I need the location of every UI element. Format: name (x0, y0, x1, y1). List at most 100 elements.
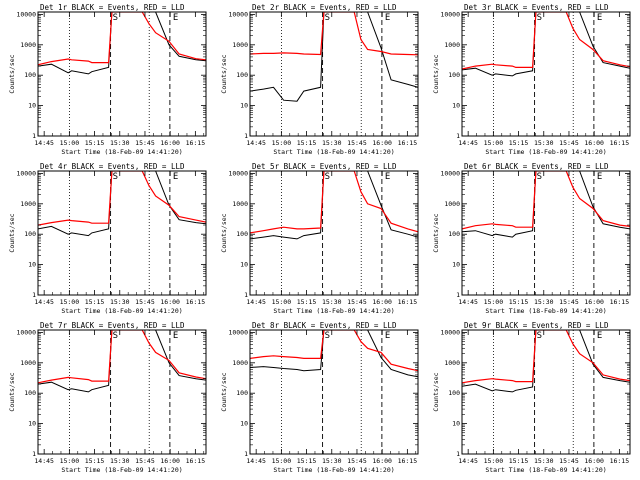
end-marker-label: E (173, 331, 178, 341)
y-tick-label: 1 (456, 450, 460, 458)
x-tick-label: 15:30 (110, 298, 130, 306)
series-line-lld (462, 12, 630, 70)
x-tick-label: 15:00 (272, 457, 292, 465)
y-tick-label: 10000 (228, 328, 248, 336)
x-axis-label: Start Time (18-Feb-09 14:41:20) (273, 307, 394, 315)
start-marker-label: S (325, 331, 330, 341)
panel-title: Det 1r BLACK = Events, RED = LLD (40, 3, 185, 12)
x-tick-label: 16:00 (372, 457, 392, 465)
x-tick-label: 15:15 (509, 457, 529, 465)
start-marker-label: S (325, 172, 330, 182)
x-tick-label: 15:45 (135, 298, 155, 306)
y-tick-label: 100 (448, 389, 460, 397)
y-tick-label: 10000 (440, 10, 460, 18)
x-tick-label: 16:00 (160, 139, 180, 147)
y-tick-label: 10 (28, 420, 36, 428)
y-tick-label: 1 (244, 132, 248, 140)
y-tick-label: 10 (240, 261, 248, 269)
y-tick-label: 1000 (444, 41, 460, 49)
plot-frame (249, 11, 419, 137)
x-tick-label: 15:00 (60, 139, 80, 147)
start-marker-label: S (113, 172, 118, 182)
x-tick-label: 15:30 (322, 139, 342, 147)
x-tick-label: 16:00 (584, 139, 604, 147)
x-tick-label: 16:15 (186, 457, 206, 465)
y-tick-label: 10 (452, 420, 460, 428)
panel-title: Det 9r BLACK = Events, RED = LLD (464, 321, 609, 330)
x-axis-label: Start Time (18-Feb-09 14:41:20) (61, 148, 182, 156)
x-tick-label: 14:45 (34, 139, 54, 147)
x-tick-label: 14:45 (246, 298, 266, 306)
y-tick-label: 1000 (444, 200, 460, 208)
x-tick-label: 15:30 (534, 298, 554, 306)
x-tick-label: 15:30 (534, 457, 554, 465)
end-marker-label: E (385, 172, 390, 182)
x-tick-label: 15:30 (110, 139, 130, 147)
x-tick-label: 15:45 (559, 298, 579, 306)
y-tick-label: 1000 (444, 359, 460, 367)
series-line-lld (38, 330, 206, 384)
panel-title: Det 2r BLACK = Events, RED = LLD (252, 3, 397, 12)
x-tick-label: 15:45 (135, 457, 155, 465)
x-tick-label: 15:15 (509, 139, 529, 147)
x-tick-label: 16:00 (372, 298, 392, 306)
end-marker-label: E (173, 13, 178, 23)
y-tick-label: 1000 (20, 41, 36, 49)
x-tick-label: 15:45 (347, 139, 367, 147)
x-tick-label: 16:00 (584, 457, 604, 465)
y-tick-label: 10 (452, 102, 460, 110)
series-line-events (250, 330, 418, 378)
panel-title: Det 3r BLACK = Events, RED = LLD (464, 3, 609, 12)
x-tick-label: 15:00 (272, 139, 292, 147)
y-tick-label: 10 (28, 102, 36, 110)
x-tick-label: 15:15 (297, 298, 317, 306)
y-tick-label: 1 (456, 291, 460, 299)
series-line-events (38, 12, 206, 75)
end-marker-label: E (597, 331, 602, 341)
x-tick-label: 15:00 (484, 457, 504, 465)
y-tick-label: 10 (240, 102, 248, 110)
start-marker-label: S (537, 13, 542, 23)
start-marker-label: S (537, 331, 542, 341)
x-tick-label: 16:15 (610, 139, 630, 147)
x-tick-label: 15:45 (347, 457, 367, 465)
plot-frame (37, 329, 207, 455)
x-tick-label: 15:00 (484, 139, 504, 147)
series-line-events (462, 12, 630, 77)
x-tick-label: 15:45 (135, 139, 155, 147)
panel-title: Det 6r BLACK = Events, RED = LLD (464, 162, 609, 171)
y-tick-label: 1 (32, 132, 36, 140)
x-tick-label: 14:45 (34, 298, 54, 306)
y-tick-label: 1 (32, 291, 36, 299)
x-tick-label: 14:45 (458, 139, 478, 147)
x-axis-label: Start Time (18-Feb-09 14:41:20) (273, 466, 394, 474)
x-tick-label: 16:00 (160, 298, 180, 306)
y-axis-label: Counts/sec (8, 54, 16, 93)
end-marker-label: E (597, 13, 602, 23)
end-marker-label: E (173, 172, 178, 182)
end-marker-label: E (597, 172, 602, 182)
x-tick-label: 15:30 (534, 139, 554, 147)
y-axis-label: Counts/sec (8, 372, 16, 411)
x-tick-label: 15:00 (60, 457, 80, 465)
plot-frame (37, 170, 207, 296)
x-tick-label: 15:15 (85, 457, 105, 465)
y-tick-label: 100 (448, 71, 460, 79)
y-tick-label: 1000 (20, 200, 36, 208)
x-tick-label: 15:30 (322, 457, 342, 465)
y-tick-label: 10000 (16, 10, 36, 18)
y-axis-label: Counts/sec (432, 54, 440, 93)
y-tick-label: 100 (24, 389, 36, 397)
plot-frame (461, 329, 631, 455)
start-marker-label: S (325, 13, 330, 23)
y-tick-label: 1000 (232, 41, 248, 49)
plot-frame (249, 329, 419, 455)
x-tick-label: 16:00 (372, 139, 392, 147)
x-tick-label: 15:00 (60, 298, 80, 306)
x-axis-label: Start Time (18-Feb-09 14:41:20) (61, 466, 182, 474)
plot-frame (37, 11, 207, 137)
x-tick-label: 15:30 (110, 457, 130, 465)
